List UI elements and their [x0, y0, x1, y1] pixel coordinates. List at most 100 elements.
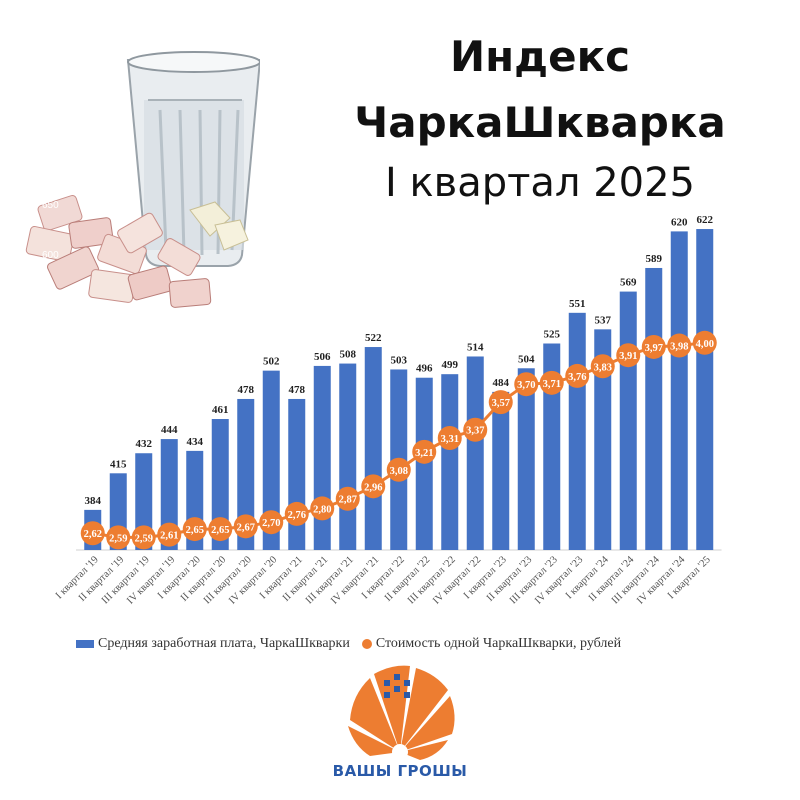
- bar-value-label: 499: [442, 359, 459, 371]
- bar: [364, 347, 382, 550]
- bar-value-label: 478: [289, 384, 306, 396]
- cost-point: [616, 343, 641, 368]
- bar-value-label: 514: [467, 341, 484, 353]
- cost-point: [259, 510, 284, 535]
- cost-point: [182, 517, 207, 542]
- bar: [441, 374, 459, 550]
- bar: [594, 329, 612, 550]
- cost-value-label: 3,31: [441, 434, 459, 445]
- bar-value-label: 502: [263, 356, 280, 368]
- bar: [492, 391, 510, 550]
- illustration-label: 600: [42, 250, 59, 261]
- cost-point: [412, 439, 437, 464]
- cost-value-label: 2,67: [237, 522, 255, 533]
- bar-value-label: 506: [314, 351, 331, 363]
- cost-point: [488, 390, 513, 415]
- cost-point: [233, 514, 258, 539]
- cost-value-label: 2,76: [288, 510, 306, 521]
- cost-value-label: 2,65: [186, 525, 204, 536]
- salo-pile: [25, 194, 249, 308]
- bar-value-label: 432: [136, 438, 153, 450]
- bar-value-label: 551: [569, 298, 586, 310]
- cost-value-label: 2,65: [211, 525, 229, 536]
- cost-value-label: 3,76: [568, 372, 586, 383]
- cost-value-label: 3,71: [543, 379, 561, 390]
- cost-value-label: 2,59: [109, 533, 127, 544]
- bar-value-label: 622: [697, 214, 714, 226]
- bar: [619, 291, 637, 550]
- bar: [135, 453, 153, 550]
- bar: [415, 377, 433, 550]
- title-line-1: Индекс: [450, 32, 630, 81]
- cost-point: [692, 330, 717, 355]
- bar-value-label: 484: [493, 377, 510, 389]
- cost-value-label: 3,83: [594, 362, 612, 373]
- brand-name: ВАШЫ ГРОШЫ: [332, 762, 468, 780]
- title-line-2: ЧаркаШкварка: [354, 98, 726, 147]
- cost-point: [284, 501, 309, 526]
- cost-point: [463, 417, 488, 442]
- cost-value-label: 2,62: [84, 529, 102, 540]
- bar: [160, 439, 178, 550]
- cost-point: [667, 333, 692, 358]
- bar-value-label: 444: [161, 424, 178, 436]
- vashy-groshy-logo-icon: [348, 665, 455, 760]
- bar-value-label: 461: [212, 404, 229, 416]
- bar: [237, 398, 255, 550]
- cost-value-label: 3,37: [466, 426, 484, 437]
- bar: [517, 368, 535, 550]
- legend-bar-swatch: [76, 639, 94, 648]
- bar-value-label: 496: [416, 363, 433, 375]
- cost-point: [590, 354, 615, 379]
- bar-value-label: 537: [595, 314, 612, 326]
- cost-point: [514, 372, 539, 397]
- bar: [288, 398, 306, 550]
- cost-point: [208, 517, 233, 542]
- cost-value-label: 3,98: [670, 342, 688, 353]
- cost-point: [539, 370, 564, 395]
- cost-value-label: 3,08: [390, 466, 408, 477]
- cost-point: [106, 525, 131, 550]
- cost-point: [310, 496, 335, 521]
- cost-value-label: 2,87: [339, 495, 357, 506]
- bar-value-label: 478: [238, 384, 255, 396]
- cost-point: [386, 457, 411, 482]
- bar-value-label: 434: [187, 436, 204, 448]
- cost-point: [437, 426, 462, 451]
- bar: [670, 231, 688, 550]
- cost-value-label: 3,57: [492, 398, 510, 409]
- bar: [262, 370, 280, 550]
- bar: [543, 343, 561, 550]
- cost-value-label: 2,70: [262, 518, 280, 529]
- bar: [568, 312, 586, 550]
- cost-value-label: 3,70: [517, 380, 535, 391]
- bar-value-label: 415: [110, 458, 127, 470]
- bar-value-label: 569: [620, 277, 637, 289]
- cost-point: [361, 474, 386, 499]
- cost-value-label: 3,97: [645, 343, 663, 354]
- cost-point: [565, 363, 590, 388]
- bar-value-label: 525: [544, 329, 561, 341]
- legend-dot-swatch: [361, 638, 372, 649]
- cost-point: [641, 334, 666, 359]
- bar-value-label: 508: [340, 349, 357, 361]
- glass-and-salo-icon: 650 600: [25, 51, 260, 308]
- cost-value-label: 2,96: [364, 482, 382, 493]
- cost-value-label: 2,80: [313, 504, 331, 515]
- bar: [466, 356, 484, 550]
- cost-point: [157, 522, 182, 547]
- cost-point: [131, 525, 156, 550]
- title-line-3: I квартал 2025: [384, 160, 696, 206]
- cost-value-label: 3,91: [619, 351, 637, 362]
- legend-item-cost: Стоимость одной ЧаркаШкварки, рублей: [358, 636, 621, 652]
- cost-value-label: 2,61: [160, 531, 178, 542]
- bar: [339, 363, 357, 550]
- chart-legend: Средняя заработная плата, ЧаркаШкварки Ст…: [76, 636, 629, 652]
- bar-value-label: 620: [671, 216, 688, 228]
- legend-item-salary: Средняя заработная плата, ЧаркаШкварки: [76, 636, 350, 652]
- bar-value-label: 503: [391, 354, 408, 366]
- cost-value-label: 4,00: [696, 339, 714, 350]
- bar-value-label: 589: [646, 253, 663, 265]
